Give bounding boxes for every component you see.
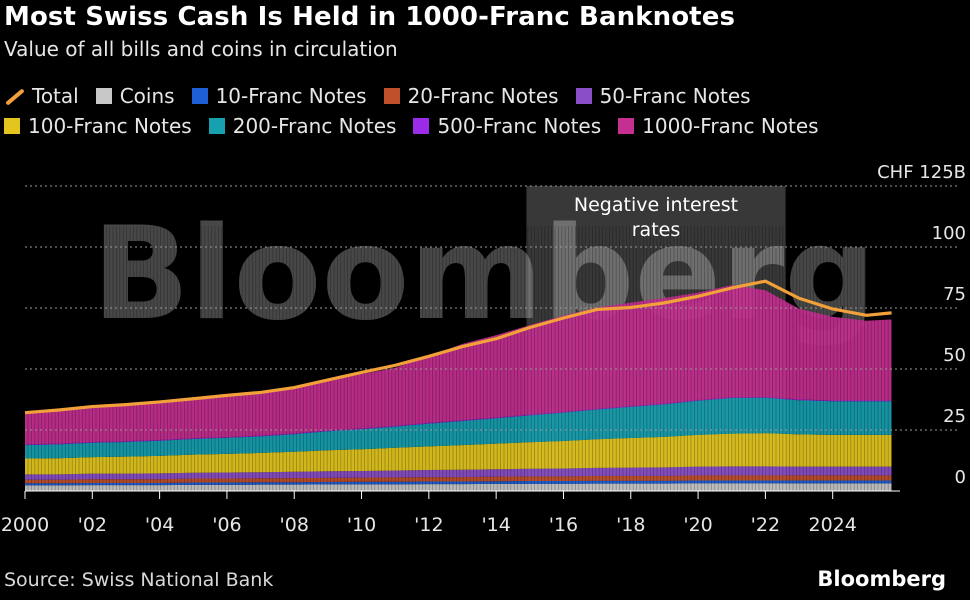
legend-item-total: Total: [4, 84, 79, 108]
x-tick-label-2024: 2024: [809, 514, 857, 536]
x-tick-label-2016: '16: [549, 514, 578, 536]
y-tick-label-0: 0: [955, 467, 966, 488]
legend-label-50: 50-Franc Notes: [599, 84, 751, 108]
x-tick-label-2018: '18: [616, 514, 645, 536]
legend-label-total: Total: [32, 84, 79, 108]
legend-swatch-50: [575, 88, 592, 104]
y-tick-label-25: 25: [943, 406, 966, 427]
x-tick-label-2004: '04: [145, 514, 174, 536]
legend-item-10: 10-Franc Notes: [191, 84, 367, 108]
x-tick-label-2006: '06: [212, 514, 241, 536]
y-tick-label-50: 50: [943, 345, 966, 366]
legend-item-1000: 1000-Franc Notes: [618, 114, 819, 138]
legend-swatch-500: [413, 118, 430, 134]
legend-item-500: 500-Franc Notes: [413, 114, 601, 138]
bloomberg-logo: Bloomberg: [817, 567, 946, 591]
area-10: [25, 480, 892, 486]
area-500: [25, 397, 892, 446]
x-tick-label-2020: '20: [683, 514, 712, 536]
legend-row-1: Total Coins 10-Franc Notes 20-Franc Note…: [4, 84, 768, 108]
legend-item-coins: Coins: [95, 84, 175, 108]
area-200: [25, 397, 892, 459]
legend-item-200: 200-Franc Notes: [208, 114, 397, 138]
chart-subtitle: Value of all bills and coins in circulat…: [4, 37, 398, 61]
legend-swatch-100: [4, 118, 20, 134]
annotation-label-line-1: Negative interest: [574, 194, 738, 216]
area-50: [25, 466, 892, 480]
x-tick-label-2008: '08: [280, 514, 309, 536]
y-tick-label-100: 100: [932, 223, 966, 244]
chart-title: Most Swiss Cash Is Held in 1000-Franc Ba…: [4, 2, 736, 32]
legend-label-1000: 1000-Franc Notes: [642, 114, 819, 138]
legend-swatch-200: [208, 118, 225, 134]
legend-swatch-coins: [95, 88, 112, 104]
legend-label-10: 10-Franc Notes: [215, 84, 367, 108]
source-note: Source: Swiss National Bank: [4, 569, 274, 591]
legend-label-coins: Coins: [119, 84, 175, 108]
legend-swatch-20: [383, 88, 400, 104]
legend-label-500: 500-Franc Notes: [437, 114, 602, 138]
annotation-label-line-2: rates: [632, 219, 681, 241]
y-tick-label-125: CHF 125B: [877, 162, 966, 183]
legend-item-100: 100-Franc Notes: [4, 114, 192, 138]
legend-swatch-10: [191, 88, 208, 104]
y-tick-label-75: 75: [943, 284, 966, 305]
x-tick-label-2012: '12: [414, 514, 443, 536]
x-tick-label-2010: '10: [347, 514, 376, 536]
legend-label-20: 20-Franc Notes: [407, 84, 559, 108]
x-tick-label-2000: 2000: [1, 514, 49, 536]
x-tick-label-2022: '22: [751, 514, 780, 536]
legend-row-2: 100-Franc Notes 200-Franc Notes 500-Fran…: [4, 114, 836, 138]
area-100: [25, 433, 892, 475]
legend-item-50: 50-Franc Notes: [575, 84, 751, 108]
x-tick-label-2002: '02: [78, 514, 107, 536]
legend-swatch-1000: [618, 118, 635, 134]
total-line: [24, 279, 892, 415]
legend-label-200: 200-Franc Notes: [232, 114, 397, 138]
legend-label-100: 100-Franc Notes: [28, 114, 192, 138]
area-20: [25, 475, 892, 484]
x-tick-label-2014: '14: [481, 514, 510, 536]
legend-item-20: 20-Franc Notes: [383, 84, 559, 108]
area-coins: [25, 483, 892, 491]
area-1000: [25, 285, 892, 445]
